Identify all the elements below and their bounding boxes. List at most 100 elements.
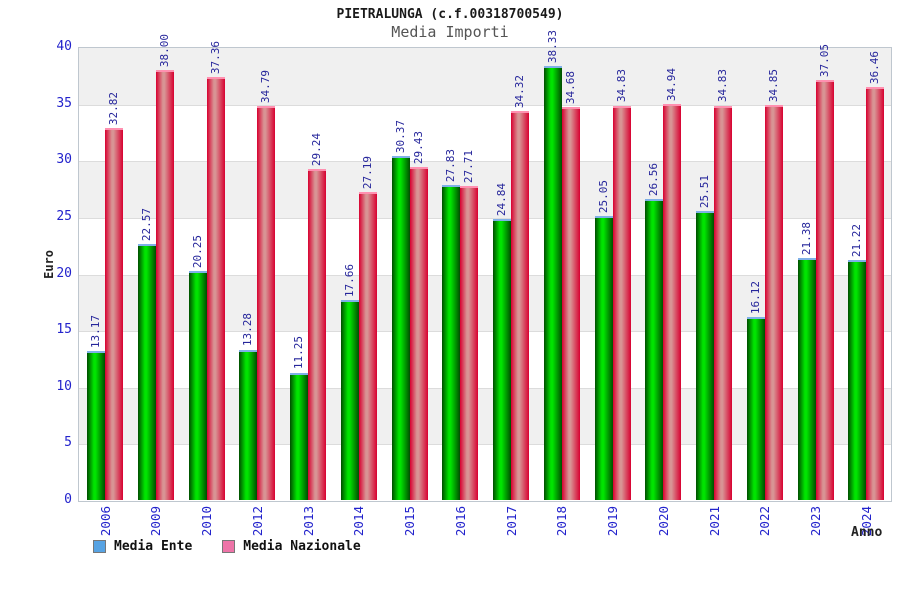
x-tick-label-2016: 2016	[452, 506, 468, 537]
bar-media-ente-2017	[493, 218, 511, 500]
media-nazionale-swatch-icon	[222, 539, 236, 553]
bar-media-nazionale-2009	[155, 69, 174, 500]
bar-media-ente-2013	[290, 372, 308, 500]
x-tick-label-2009: 2009	[148, 506, 164, 537]
x-tick-label-2017: 2017	[503, 506, 519, 537]
chart-title: PIETRALUNGA (c.f.00318700549)	[336, 7, 564, 22]
x-tick-label-2019: 2019	[605, 506, 620, 537]
gridline-15	[79, 331, 891, 333]
bar-value-label: 25.51	[698, 174, 711, 209]
bar-value-label: 24.84	[495, 182, 508, 216]
bar-media-ente-2015	[391, 156, 410, 500]
x-tick-label-2021: 2021	[706, 506, 722, 537]
y-tick-label-10: 10	[56, 378, 72, 394]
bar-media-nazionale-2019	[612, 105, 631, 500]
gridline-10	[79, 387, 891, 389]
bar-value-label: 32.82	[107, 92, 120, 126]
legend-label-media-ente: Media Ente	[114, 538, 193, 554]
x-tick-label-2010: 2010	[199, 506, 214, 537]
bar-value-label: 34.68	[563, 71, 577, 105]
bar-value-label: 36.46	[868, 50, 882, 85]
y-tick-label-25: 25	[56, 208, 72, 224]
bar-value-label: 17.66	[342, 263, 356, 298]
bar-media-nazionale-2006	[105, 128, 123, 500]
bar-media-nazionale-2014	[358, 192, 377, 500]
x-tick-label-2022: 2022	[757, 506, 773, 537]
bar-value-label: 34.83	[716, 69, 729, 103]
bar-value-label: 38.00	[157, 33, 171, 67]
bar-media-nazionale-2021	[714, 105, 732, 500]
bar-media-nazionale-2010	[206, 76, 225, 500]
gridline-30	[79, 161, 891, 163]
bar-value-label: 27.83	[444, 148, 458, 182]
bar-value-label: 29.43	[411, 130, 425, 164]
bar-value-label: 34.32	[513, 75, 526, 109]
y-tick-label-40: 40	[56, 39, 72, 54]
bar-value-label: 21.22	[850, 223, 864, 257]
bar-media-ente-2021	[696, 211, 714, 500]
bar-media-ente-2020	[645, 199, 664, 500]
gridline-5	[79, 444, 891, 446]
bar-value-label: 37.36	[208, 40, 222, 74]
y-tick-label-15: 15	[56, 322, 72, 338]
x-tick-label-2015: 2015	[402, 506, 417, 537]
bar-value-label: 30.37	[393, 119, 407, 154]
bar-media-ente-2010	[188, 270, 207, 500]
bar-value-label: 27.19	[360, 155, 374, 190]
bar-media-nazionale-2023	[815, 80, 834, 500]
bar-value-label: 20.25	[190, 234, 204, 268]
x-tick-label-2012: 2012	[249, 506, 265, 537]
bar-media-ente-2024	[848, 259, 867, 500]
gridline-20	[79, 274, 891, 276]
bar-value-label: 34.79	[259, 69, 273, 104]
legend: Media Ente Media Nazionale	[93, 537, 361, 555]
gridline-25	[79, 217, 891, 219]
bar-value-label: 11.25	[292, 336, 305, 370]
bar-value-label: 16.12	[748, 281, 762, 315]
bar-media-nazionale-2016	[460, 186, 479, 500]
bar-media-ente-2006	[87, 350, 105, 500]
bar-media-ente-2012	[239, 349, 258, 500]
bar-value-label: 22.57	[139, 208, 153, 242]
bar-media-nazionale-2018	[561, 107, 580, 500]
bar-value-label: 34.85	[766, 69, 780, 103]
x-tick-label-2014: 2014	[351, 506, 367, 537]
bar-media-nazionale-2017	[511, 111, 529, 500]
bar-value-label: 37.05	[817, 44, 831, 78]
y-tick-label-0: 0	[64, 492, 72, 507]
y-tick-label-35: 35	[56, 95, 72, 111]
bar-media-nazionale-2015	[409, 166, 428, 500]
bar-value-label: 13.17	[89, 314, 102, 348]
y-tick-label-20: 20	[56, 265, 72, 281]
x-tick-label-2006: 2006	[97, 506, 113, 537]
y-tick-label-30: 30	[56, 152, 72, 168]
legend-item-media-ente: Media Ente	[93, 539, 192, 554]
bar-media-ente-2009	[137, 244, 156, 500]
media-ente-swatch-icon	[93, 539, 106, 553]
chart-subtitle: Media Importi	[391, 23, 509, 41]
x-tick-label-2013: 2013	[300, 506, 316, 537]
legend-item-media-nazionale: Media Nazionale	[222, 538, 361, 554]
bar-media-ente-2019	[594, 216, 613, 500]
bar-value-label: 38.33	[545, 29, 559, 63]
bar-media-ente-2016	[442, 184, 461, 500]
bar-value-label: 34.94	[665, 68, 679, 102]
bar-value-label: 27.71	[462, 150, 476, 184]
bar-value-label: 29.24	[310, 132, 323, 166]
bar-media-ente-2014	[340, 300, 359, 500]
bar-value-label: 13.28	[241, 313, 255, 347]
bar-media-nazionale-2012	[257, 106, 276, 500]
legend-label-media-nazionale: Media Nazionale	[243, 538, 361, 554]
bar-value-label: 25.05	[596, 180, 610, 214]
bar-media-nazionale-2024	[866, 87, 885, 500]
y-tick-label-5: 5	[64, 435, 72, 451]
bar-media-nazionale-2013	[308, 168, 326, 500]
x-axis-title: Anno	[851, 525, 883, 540]
bar-value-label: 26.56	[647, 163, 661, 197]
y-axis-title: Euro	[42, 250, 56, 279]
bar-media-nazionale-2020	[663, 104, 682, 500]
bar-value-label: 21.38	[799, 221, 813, 255]
bar-value-label: 34.83	[614, 69, 628, 103]
bar-media-ente-2023	[797, 257, 816, 500]
bar-media-ente-2022	[746, 317, 765, 500]
